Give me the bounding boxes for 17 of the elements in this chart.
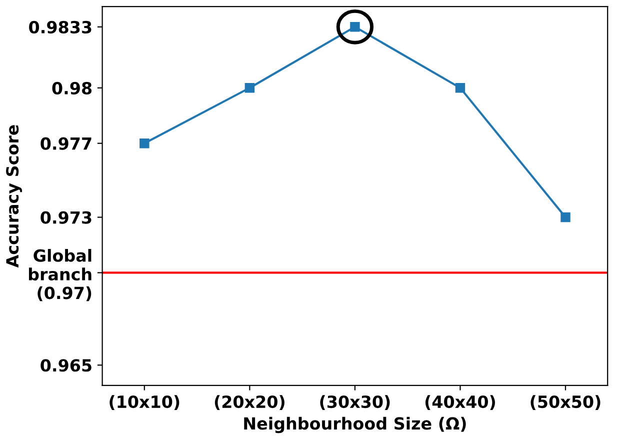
x-tick-label: (30x30) [320,395,390,410]
point [244,83,255,93]
y-tick-label: Global branch (0.97) [28,248,92,302]
y-tick-label: 0.973 [40,211,92,224]
y-axis-title: Accuracy Score [6,125,22,268]
y-tick-label: 0.977 [40,137,92,150]
x-axis-title: Neighbourhood Size (Ω) [244,416,466,434]
x-tick-label: (40x40) [425,395,495,410]
y-tick-label: 0.98 [52,82,92,94]
y-tick-label: 0.965 [40,359,92,372]
point [455,83,466,93]
y-tick-label: 0.9833 [29,20,92,34]
x-tick-label: (20x20) [214,395,284,410]
point [560,212,570,222]
x-tick-label: (10x10) [110,395,180,410]
x-tick-label: (50x50) [530,395,600,410]
point [140,138,150,148]
